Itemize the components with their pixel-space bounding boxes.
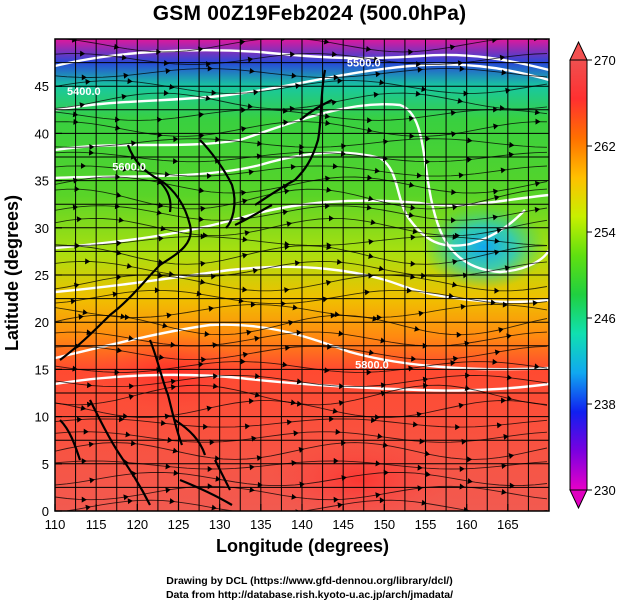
colorbar: 230 238 246 254 262 270	[569, 40, 616, 510]
colorbar-tick-label: 230	[594, 483, 616, 498]
x-tick-label: 130	[209, 517, 231, 532]
x-tick-label: 125	[168, 517, 190, 532]
lat-lon-grid	[55, 39, 549, 511]
y-tick-label: 30	[35, 221, 49, 236]
x-tick-label: 135	[250, 517, 272, 532]
y-tick-label: 40	[35, 126, 49, 141]
credit-line-dcl: Drawing by DCL (https://www.gfd-dennou.o…	[166, 575, 453, 587]
contour-labels: 5500.0 5400.0 5600.0 5800.0	[67, 58, 389, 372]
x-tick-label: 110	[45, 517, 66, 532]
y-axis-ticks: 0 5 10 15 20 25 30 35 40 45	[35, 79, 62, 519]
x-tick-label: 165	[497, 517, 519, 532]
wind-streamlines	[55, 39, 548, 511]
map-title: GSM 00Z19Feb2024 (500.0hPa)	[152, 2, 467, 25]
credit-line-data: Data from http://database.rish.kyoto-u.a…	[165, 589, 454, 601]
contour-label: 5500.0	[347, 58, 381, 70]
x-tick-label: 155	[415, 517, 437, 532]
colorbar-tick-label: 270	[594, 53, 616, 68]
contour-label: 5400.0	[67, 86, 101, 98]
y-tick-label: 10	[35, 410, 49, 425]
colorbar-tick-label: 246	[594, 311, 616, 326]
x-tick-label: 120	[126, 517, 148, 532]
x-tick-label: 145	[332, 517, 354, 532]
y-tick-label: 25	[35, 268, 49, 283]
y-tick-label: 15	[35, 362, 49, 377]
x-axis-ticks: 110 115 120 125 130 135 140 145 150 155 160 165	[45, 504, 519, 532]
y-tick-label: 35	[35, 174, 49, 189]
x-axis-label: Longitude (degrees)	[215, 536, 389, 556]
y-axis-label: Latitude (degrees)	[2, 194, 22, 352]
y-tick-label: 5	[42, 457, 49, 472]
temperature-field	[55, 39, 549, 511]
y-tick-label: 20	[35, 315, 49, 330]
y-tick-label: 45	[35, 79, 49, 94]
y-tick-label: 0	[42, 504, 49, 519]
colorbar-tick-label: 238	[594, 397, 616, 412]
x-tick-label: 160	[456, 517, 478, 532]
x-tick-label: 140	[291, 517, 313, 532]
colorbar-tick-label: 262	[594, 139, 616, 154]
colorbar-tick-label: 254	[594, 225, 616, 240]
contour-label: 5600.0	[112, 161, 146, 173]
x-tick-label: 115	[86, 517, 107, 532]
x-tick-label: 150	[373, 517, 395, 532]
contour-label: 5800.0	[355, 360, 389, 372]
